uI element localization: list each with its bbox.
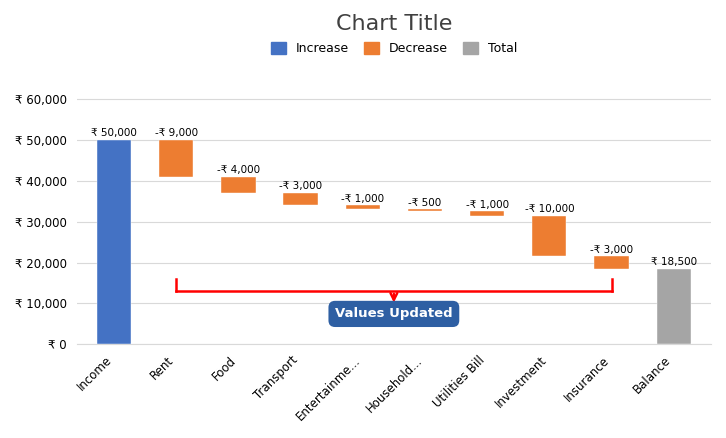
Bar: [159, 140, 193, 177]
Text: -₹ 1,000: -₹ 1,000: [465, 200, 509, 210]
Bar: [408, 209, 442, 212]
Text: -₹ 1,000: -₹ 1,000: [341, 194, 384, 204]
Bar: [346, 205, 380, 209]
Text: ₹ 18,500: ₹ 18,500: [650, 257, 697, 267]
Text: Values Updated: Values Updated: [335, 307, 453, 321]
Text: -₹ 4,000: -₹ 4,000: [217, 165, 260, 175]
Legend: Increase, Decrease, Total: Increase, Decrease, Total: [266, 37, 522, 60]
Bar: [97, 140, 131, 344]
Bar: [595, 256, 629, 268]
Text: -₹ 10,000: -₹ 10,000: [524, 204, 574, 214]
Bar: [470, 212, 505, 215]
Bar: [283, 193, 318, 205]
Bar: [221, 177, 256, 193]
Title: Chart Title: Chart Title: [335, 14, 452, 34]
Bar: [656, 268, 691, 344]
Text: -₹ 3,000: -₹ 3,000: [279, 181, 322, 191]
Text: ₹ 50,000: ₹ 50,000: [91, 128, 137, 138]
Text: -₹ 9,000: -₹ 9,000: [155, 128, 197, 138]
Bar: [532, 215, 566, 256]
Text: -₹ 3,000: -₹ 3,000: [590, 245, 633, 255]
Text: -₹ 500: -₹ 500: [408, 198, 441, 208]
